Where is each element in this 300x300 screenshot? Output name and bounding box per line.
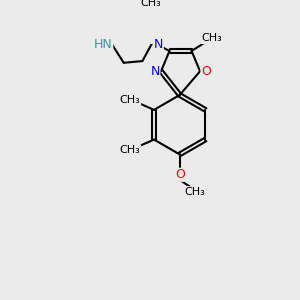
Text: CH₃: CH₃ [202, 33, 222, 43]
Text: CH₃: CH₃ [120, 95, 141, 105]
Text: O: O [201, 65, 211, 78]
Text: CH₃: CH₃ [120, 145, 141, 155]
Text: HN: HN [94, 38, 113, 51]
Text: O: O [175, 168, 184, 181]
Text: N: N [154, 38, 163, 51]
Text: CH₃: CH₃ [184, 187, 205, 197]
Text: N: N [150, 65, 160, 78]
Text: CH₃: CH₃ [140, 0, 161, 8]
